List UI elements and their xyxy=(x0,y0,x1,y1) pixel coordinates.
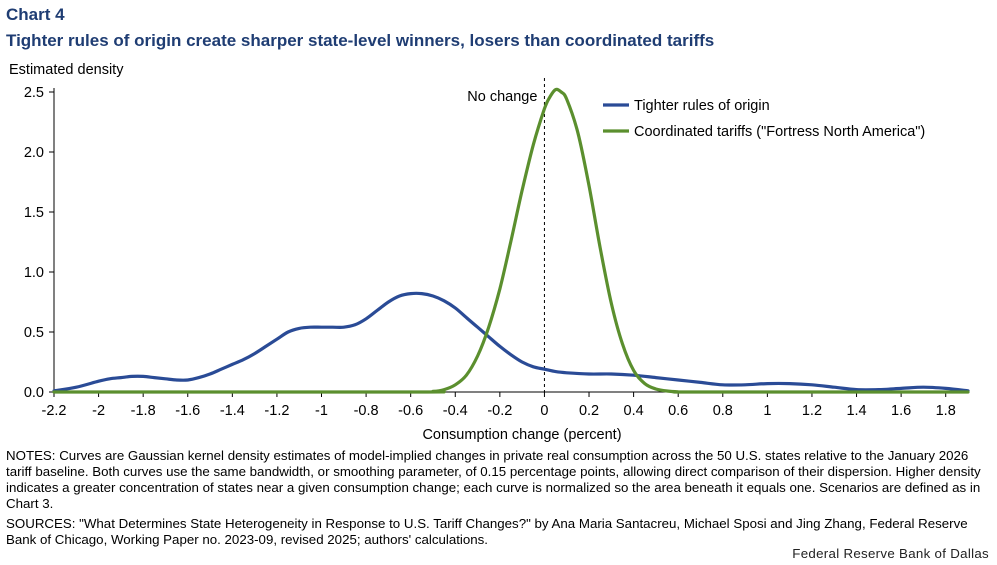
no-change-label: No change xyxy=(467,89,537,105)
y-tick-label: 1.5 xyxy=(24,205,44,221)
series-line-coordinated-tariffs xyxy=(52,87,970,394)
sources-text: SOURCES: "What Determines State Heteroge… xyxy=(6,516,968,547)
x-tick-label: -0.6 xyxy=(398,403,423,419)
x-tick-label: 1.4 xyxy=(846,403,866,419)
x-tick-label: 0.2 xyxy=(579,403,599,419)
x-tick-label: 1.2 xyxy=(802,403,822,419)
x-axis-label: Consumption change (percent) xyxy=(422,427,621,443)
x-tick-label: -0.2 xyxy=(487,403,512,419)
y-axis-label: Estimated density xyxy=(9,62,124,78)
x-tick-label: 0.6 xyxy=(668,403,688,419)
y-tick-label: 0.5 xyxy=(24,325,44,341)
source-credit: Federal Reserve Bank of Dallas xyxy=(792,546,989,561)
y-tick-label: 1.0 xyxy=(24,265,44,281)
legend-label: Coordinated tariffs ("Fortress North Ame… xyxy=(634,124,925,140)
x-tick-label: -2.2 xyxy=(42,403,67,419)
x-tick-label: -0.8 xyxy=(354,403,379,419)
x-tick-label: -1.4 xyxy=(220,403,245,419)
legend: Tighter rules of origin Coordinated tarif… xyxy=(603,98,925,140)
y-tick-label: 2.0 xyxy=(24,145,44,161)
notes-text: NOTES: Curves are Gaussian kernel densit… xyxy=(6,448,981,511)
x-tick-label: -1 xyxy=(315,403,328,419)
series-line-tighter-rules xyxy=(52,291,970,393)
chart-number: Chart 4 xyxy=(6,5,65,24)
x-tick-label: 0.4 xyxy=(624,403,644,419)
x-tick-label: -2 xyxy=(92,403,105,419)
x-tick-label: 1 xyxy=(763,403,771,419)
legend-label: Tighter rules of origin xyxy=(634,98,770,114)
chart-title: Tighter rules of origin create sharper s… xyxy=(6,31,715,50)
x-tick-label: 0 xyxy=(540,403,548,419)
x-tick-label: 0.8 xyxy=(713,403,733,419)
x-tick-label: -0.4 xyxy=(443,403,468,419)
y-tick-label: 0.0 xyxy=(24,385,44,401)
x-tick-label: -1.6 xyxy=(175,403,200,419)
density-chart: Estimated density Consumption change (pe… xyxy=(9,62,970,443)
y-tick-label: 2.5 xyxy=(24,85,44,101)
x-tick-label: -1.2 xyxy=(264,403,289,419)
series-layer xyxy=(52,87,970,394)
x-tick-label: -1.8 xyxy=(131,403,156,419)
x-tick-label: 1.8 xyxy=(936,403,956,419)
x-tick-label: 1.6 xyxy=(891,403,911,419)
